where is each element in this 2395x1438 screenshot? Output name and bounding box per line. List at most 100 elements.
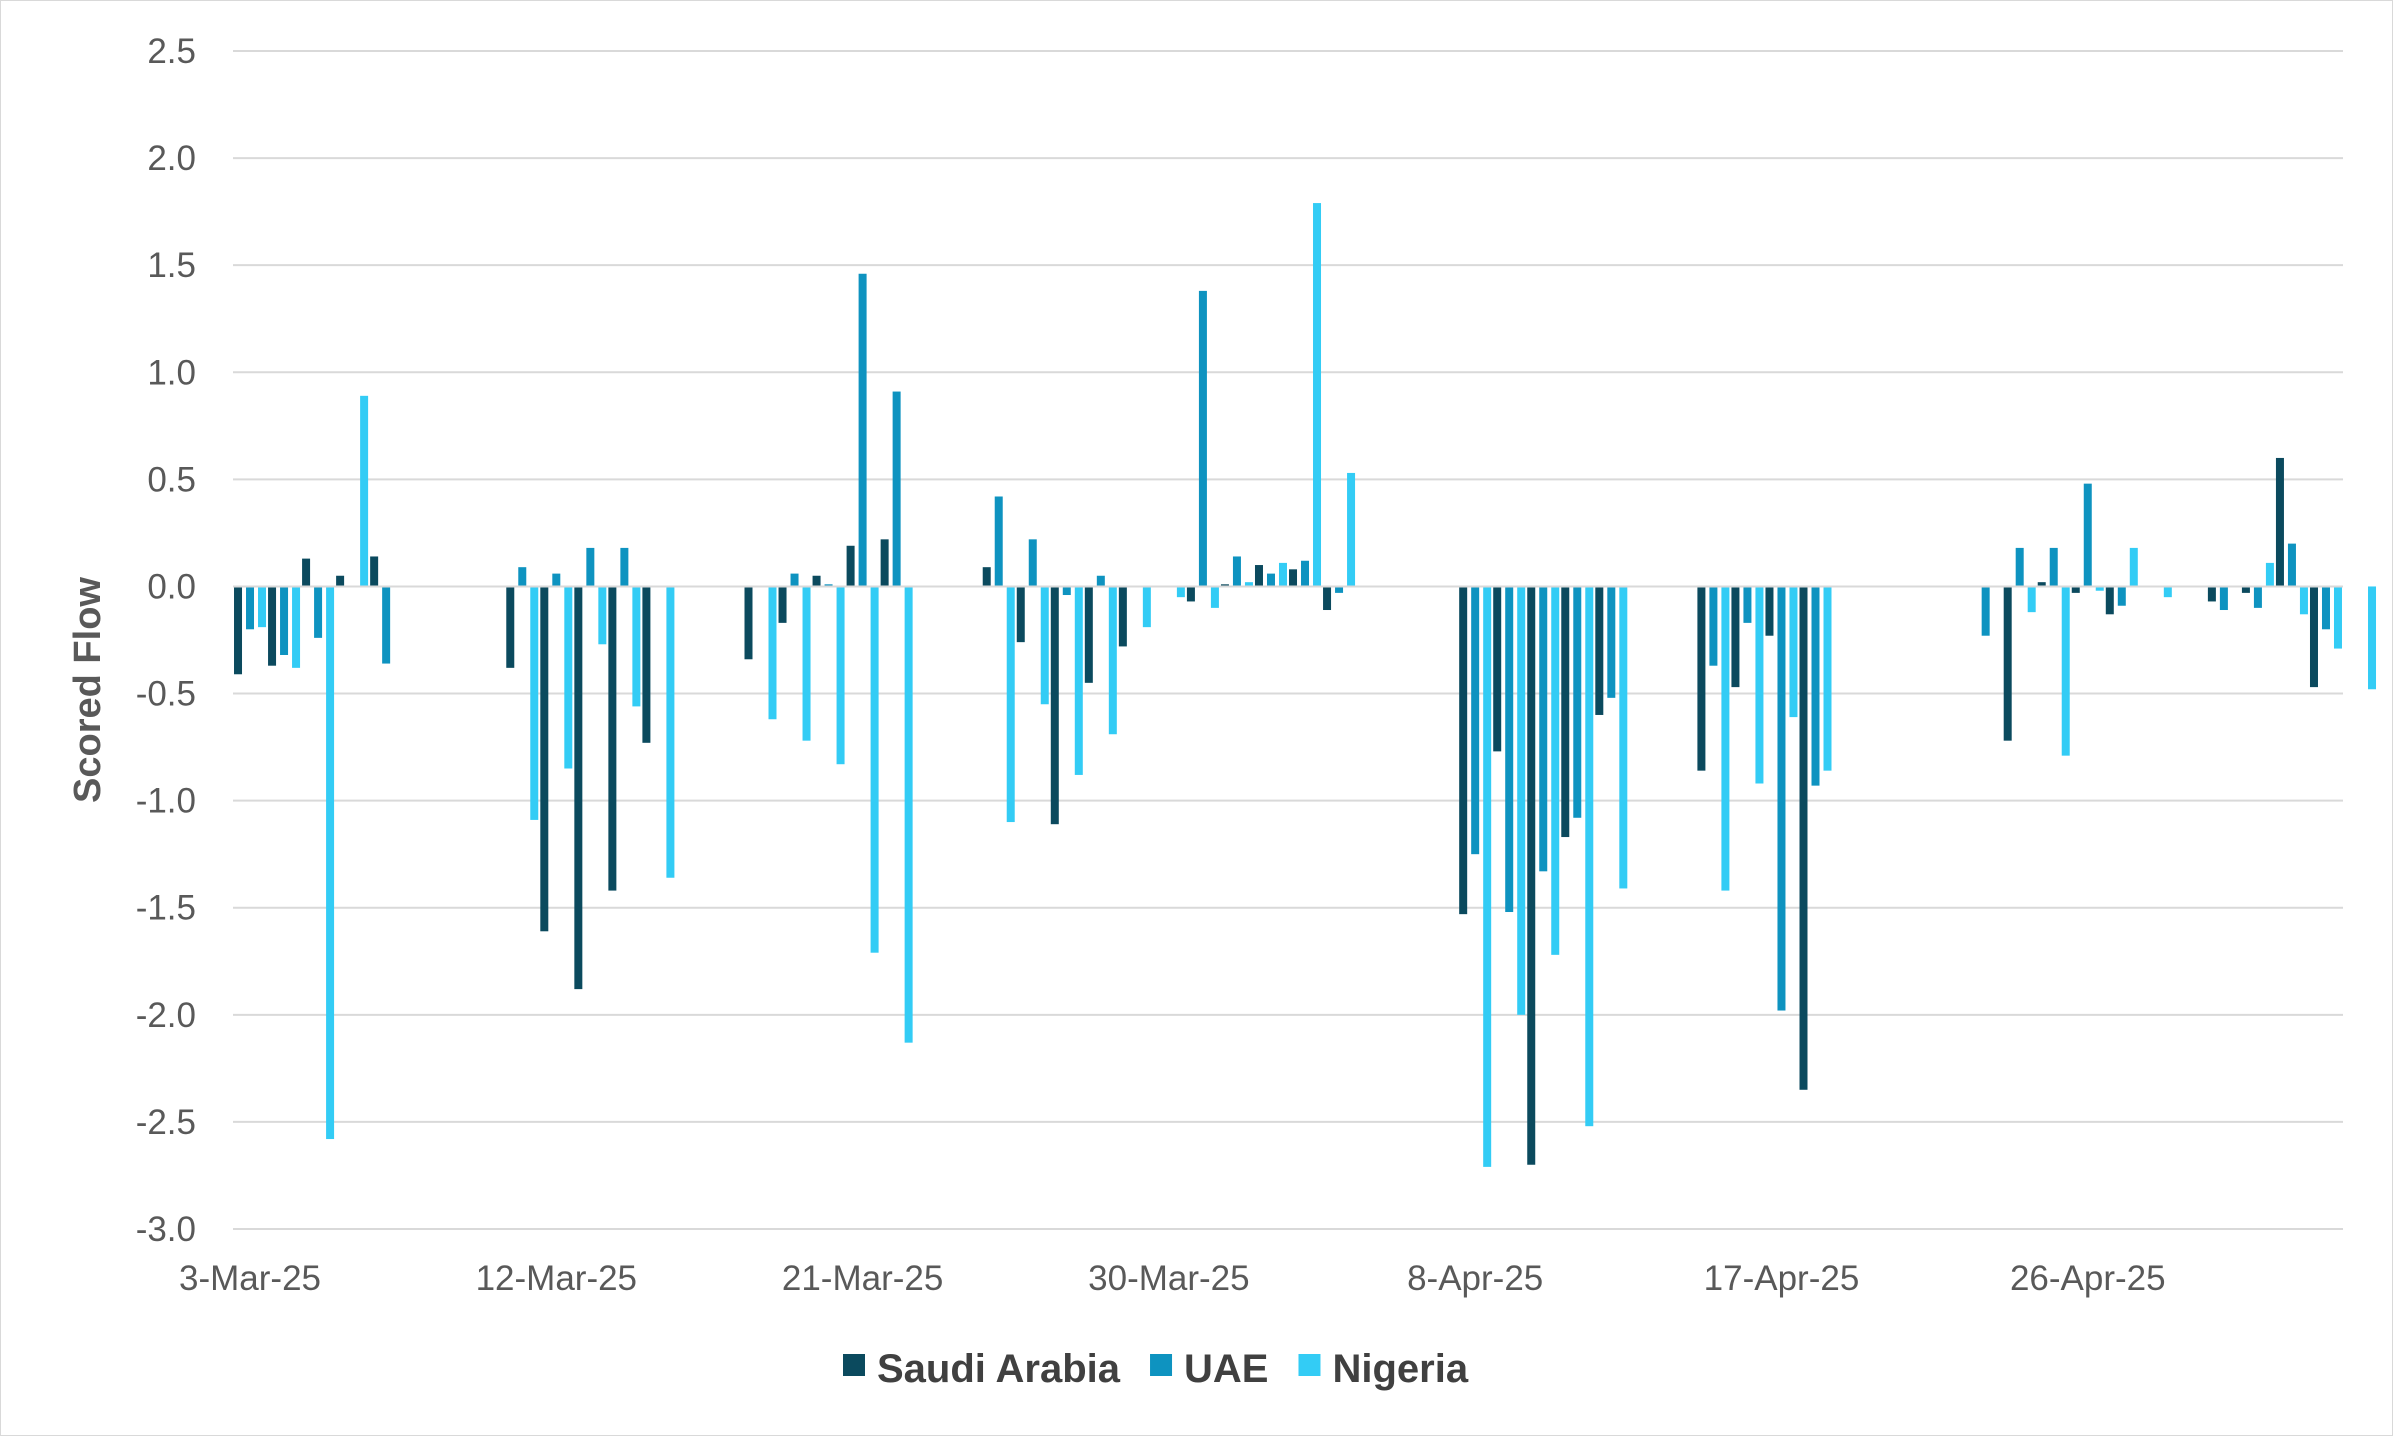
bar-uae [824,584,833,587]
bar-nigeria [2129,547,2138,587]
x-tick-label: 3-Mar-25 [179,1259,321,1298]
x-tick-label: 8-Apr-25 [1407,1259,1543,1298]
bar-saudi-arabia [234,586,243,675]
bar-uae [2083,483,2092,587]
bar-saudi-arabia [778,586,787,623]
bar-saudi-arabia [1289,569,1298,587]
y-tick-label: -2.0 [136,996,196,1035]
bar-uae [246,586,255,630]
bar-uae [1028,539,1037,587]
bar-nigeria [1313,203,1322,587]
bar-nigeria [1721,586,1730,891]
bar-uae [1096,575,1105,587]
bar-saudi-arabia [1697,586,1706,771]
bar-nigeria [530,586,539,820]
bar-nigeria [1347,472,1356,587]
bar-saudi-arabia [2071,586,2080,593]
bar-nigeria [1142,586,1151,628]
y-tick-label: -0.5 [136,675,196,714]
bar-uae [314,586,323,638]
bar-nigeria [360,395,369,587]
bar-nigeria [1040,586,1049,705]
bar-saudi-arabia [880,539,889,587]
x-tick-label: 21-Mar-25 [782,1259,943,1298]
bar-nigeria [1823,586,1832,771]
gridlines [233,50,2343,1230]
bar-saudi-arabia [574,586,583,990]
bar-uae [1471,586,1480,855]
bar-uae [2015,547,2024,587]
bar-saudi-arabia [506,586,515,668]
bar-saudi-arabia [2275,457,2284,587]
bar-saudi-arabia [1595,586,1604,715]
bar-nigeria [2299,586,2308,615]
bar-saudi-arabia [1186,586,1195,602]
bar-nigeria [2061,586,2070,756]
bar-uae [1573,586,1582,818]
bar-saudi-arabia [2309,586,2318,688]
bar-uae [1266,573,1275,587]
bar-nigeria [1551,586,1560,955]
bar-saudi-arabia [2207,586,2216,602]
bar-nigeria [802,586,811,741]
bar-uae [1709,586,1718,666]
bar-saudi-arabia [1731,586,1740,688]
bar-nigeria [258,586,267,628]
bar-uae [2287,543,2296,587]
bar-saudi-arabia [1050,586,1059,825]
bar-nigeria [870,586,879,953]
bar-saudi-arabia [1323,586,1332,611]
bar-uae [1301,560,1310,587]
bar-uae [1777,586,1786,1011]
bars [234,203,2377,1167]
bar-nigeria [1483,586,1492,1167]
bar-saudi-arabia [642,586,651,743]
bar-saudi-arabia [608,586,617,891]
bar-nigeria [632,586,641,707]
y-tick-label: 2.0 [147,139,196,178]
bar-nigeria [598,586,607,645]
bar-nigeria [1278,562,1287,587]
y-tick-label: -3.0 [136,1210,196,1249]
bar-saudi-arabia [812,575,821,587]
bar-nigeria [1176,586,1185,598]
bar-uae [1062,586,1071,596]
bar-saudi-arabia [268,586,277,666]
bar-nigeria [2333,586,2342,649]
bar-nigeria [1755,586,1764,784]
bar-uae [858,273,867,587]
bar-nigeria [2027,586,2036,613]
bar-uae [892,391,901,587]
legend-label: Nigeria [1332,1347,1468,1391]
legend-swatch-nigeria [1298,1354,1321,1376]
bar-saudi-arabia [336,575,345,587]
bar-nigeria [836,586,845,765]
bar-uae [2321,586,2330,630]
bar-nigeria [1074,586,1083,775]
bar-saudi-arabia [1561,586,1570,838]
bar-saudi-arabia [370,556,379,587]
bar-nigeria [326,586,335,1140]
bar-uae [2117,586,2126,606]
x-tick-label: 12-Mar-25 [476,1259,637,1298]
bar-uae [382,586,391,664]
bar-saudi-arabia [2003,586,2012,741]
x-tick-label: 26-Apr-25 [2010,1259,2166,1298]
bar-saudi-arabia [744,586,753,660]
bar-nigeria [1006,586,1015,823]
bar-saudi-arabia [540,586,549,932]
bar-uae [994,496,1003,587]
y-tick-label: 2.5 [147,32,196,71]
x-axis-ticks: 3-Mar-25 12-Mar-25 21-Mar-25 30-Mar-25 8-Apr… [179,1259,2166,1298]
bar-nigeria [666,586,675,878]
y-tick-label: 0.5 [147,460,196,499]
bar-nigeria [904,586,913,1043]
legend-label: Saudi Arabia [877,1347,1121,1391]
y-tick-label: -1.0 [136,782,196,821]
bar-nigeria [1244,582,1253,587]
bar-uae [1335,586,1344,593]
bar-saudi-arabia [846,545,855,587]
bar-nigeria [1585,586,1594,1127]
legend-swatch-saudi-arabia [843,1354,865,1376]
bar-saudi-arabia [2241,586,2250,593]
